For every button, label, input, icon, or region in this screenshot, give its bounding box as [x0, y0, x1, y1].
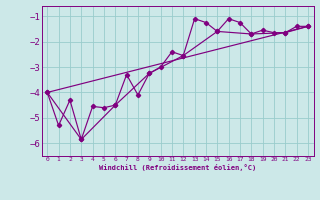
X-axis label: Windchill (Refroidissement éolien,°C): Windchill (Refroidissement éolien,°C) — [99, 164, 256, 171]
